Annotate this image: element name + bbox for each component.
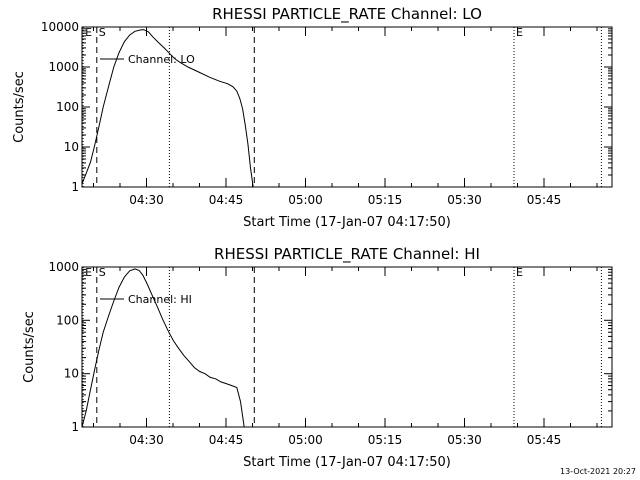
y-tick-label: 1000 xyxy=(48,260,79,274)
x-tick-label: 05:45 xyxy=(527,433,562,447)
marker-label: S xyxy=(99,266,106,279)
chart-title: RHESSI PARTICLE_RATE Channel: LO xyxy=(212,5,482,24)
panel-hi: RHESSI PARTICLE_RATE Channel: HI Counts/… xyxy=(22,245,613,470)
marker-label: E xyxy=(85,26,92,39)
marker-label: E xyxy=(516,266,523,279)
legend-label: Channel: LO xyxy=(128,53,195,66)
plot-frame xyxy=(81,26,613,188)
x-tick-label: 05:30 xyxy=(447,193,482,207)
y-axis-label: Counts/sec xyxy=(22,311,37,383)
series-line xyxy=(81,268,245,428)
x-tick-label: 05:00 xyxy=(288,193,323,207)
x-tick-label: 04:45 xyxy=(209,193,244,207)
x-tick-label: 04:45 xyxy=(209,433,244,447)
marker-label: E xyxy=(85,266,92,279)
x-axis-label: Start Time (17-Jan-07 04:17:50) xyxy=(243,215,451,230)
y-tick-label: 1000 xyxy=(48,60,79,74)
panel-lo: RHESSI PARTICLE_RATE Channel: LO Counts/… xyxy=(12,5,613,230)
y-tick-label: 100 xyxy=(56,313,79,327)
plot-frame xyxy=(81,266,613,428)
y-tick-label: 1 xyxy=(71,180,79,194)
x-tick-label: 04:30 xyxy=(129,433,164,447)
y-tick-label: 1 xyxy=(71,420,79,434)
marker-label: E xyxy=(516,26,523,39)
chart-title: RHESSI PARTICLE_RATE Channel: HI xyxy=(214,245,480,264)
marker-label: S xyxy=(99,26,106,39)
legend-label: Channel: HI xyxy=(128,293,192,306)
x-tick-label: 05:15 xyxy=(368,433,403,447)
y-tick-label: 100 xyxy=(56,100,79,114)
series-line xyxy=(81,29,254,188)
y-tick-label: 10 xyxy=(64,367,79,381)
x-tick-label: 04:30 xyxy=(129,193,164,207)
y-tick-label: 10 xyxy=(64,140,79,154)
x-axis-label: Start Time (17-Jan-07 04:17:50) xyxy=(243,455,451,470)
y-axis-label: Counts/sec xyxy=(12,71,27,143)
x-tick-label: 05:00 xyxy=(288,433,323,447)
x-tick-label: 05:15 xyxy=(368,193,403,207)
plot-timestamp: 13-Oct-2021 20:27 xyxy=(560,467,636,476)
x-tick-label: 05:45 xyxy=(527,193,562,207)
y-tick-label: 10000 xyxy=(41,20,79,34)
x-tick-label: 05:30 xyxy=(447,433,482,447)
